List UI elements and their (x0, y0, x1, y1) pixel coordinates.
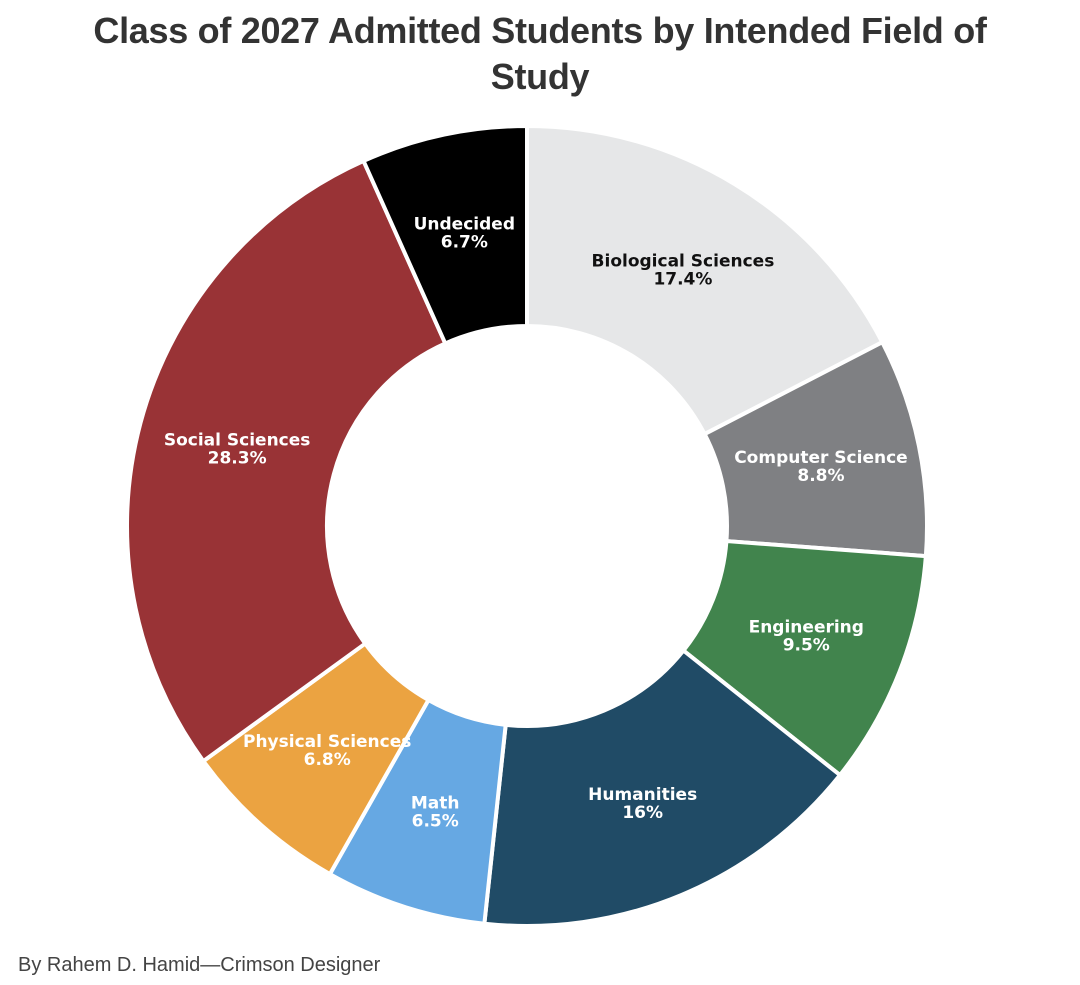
chart-title: Class of 2027 Admitted Students by Inten… (93, 10, 987, 97)
slice-label-humanities: Humanities (588, 785, 697, 805)
slice-value-physical-sciences: 6.8% (304, 750, 351, 770)
slice-undecided (361, 124, 529, 346)
slice-value-engineering: 9.5% (783, 636, 830, 656)
chart-credit: By Rahem D. Hamid—Crimson Designer (18, 954, 381, 976)
slice-humanities (482, 648, 842, 928)
slice-label-social-sciences: Social Sciences (164, 431, 311, 451)
slice-label-engineering: Engineering (749, 618, 864, 638)
slice-label-undecided: Undecided (414, 215, 515, 235)
slice-label-computer-science: Computer Science (734, 448, 908, 468)
slice-biological-sciences (525, 124, 885, 437)
slice-value-undecided: 6.7% (441, 233, 488, 253)
slice-label-biological-sciences: Biological Sciences (592, 252, 775, 272)
slice-value-humanities: 16% (622, 803, 663, 823)
slice-value-biological-sciences: 17.4% (653, 270, 712, 290)
slice-value-computer-science: 8.8% (797, 466, 844, 486)
slice-value-social-sciences: 28.3% (208, 449, 267, 469)
donut-slices (125, 124, 929, 928)
slice-social-sciences (125, 158, 448, 764)
slice-label-math: Math (411, 794, 460, 814)
slice-value-math: 6.5% (412, 812, 459, 832)
slice-label-physical-sciences: Physical Sciences (243, 732, 411, 752)
